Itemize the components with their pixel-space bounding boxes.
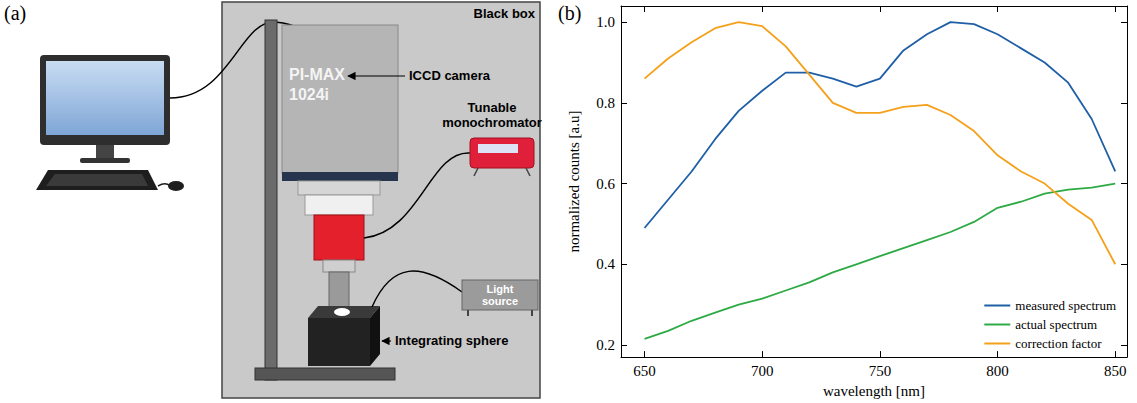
svg-text:measured spectrum: measured spectrum <box>1015 298 1116 313</box>
svg-text:850: 850 <box>1104 363 1127 379</box>
svg-text:Integrating sphere: Integrating sphere <box>395 333 508 348</box>
svg-text:actual spectrum: actual spectrum <box>1015 317 1097 332</box>
svg-text:1.0: 1.0 <box>596 14 615 30</box>
svg-text:source: source <box>482 295 518 307</box>
svg-text:Light: Light <box>487 283 514 295</box>
html-text:(a): (a) <box>4 2 27 24</box>
svg-text:1024i: 1024i <box>289 86 329 103</box>
svg-text:700: 700 <box>751 363 774 379</box>
svg-text:0.4: 0.4 <box>596 256 615 272</box>
svg-text:normalized counts [a.u]: normalized counts [a.u] <box>566 111 582 253</box>
svg-text:monochromator: monochromator <box>442 115 542 130</box>
svg-text:0.6: 0.6 <box>596 176 615 192</box>
svg-text:0.8: 0.8 <box>596 95 615 111</box>
svg-text:0.2: 0.2 <box>596 337 615 353</box>
svg-text:wavelength [nm]: wavelength [nm] <box>823 383 925 399</box>
svg-text:PI-MAX: PI-MAX <box>289 66 345 83</box>
svg-text:650: 650 <box>633 363 656 379</box>
svg-text:Black box: Black box <box>474 6 536 21</box>
svg-text:750: 750 <box>869 363 892 379</box>
svg-text:Tunable: Tunable <box>468 100 517 115</box>
svg-text:800: 800 <box>986 363 1009 379</box>
svg-text:correction factor: correction factor <box>1015 336 1102 351</box>
svg-text:ICCD camera: ICCD camera <box>409 68 491 83</box>
html-text:(b): (b) <box>558 2 582 24</box>
